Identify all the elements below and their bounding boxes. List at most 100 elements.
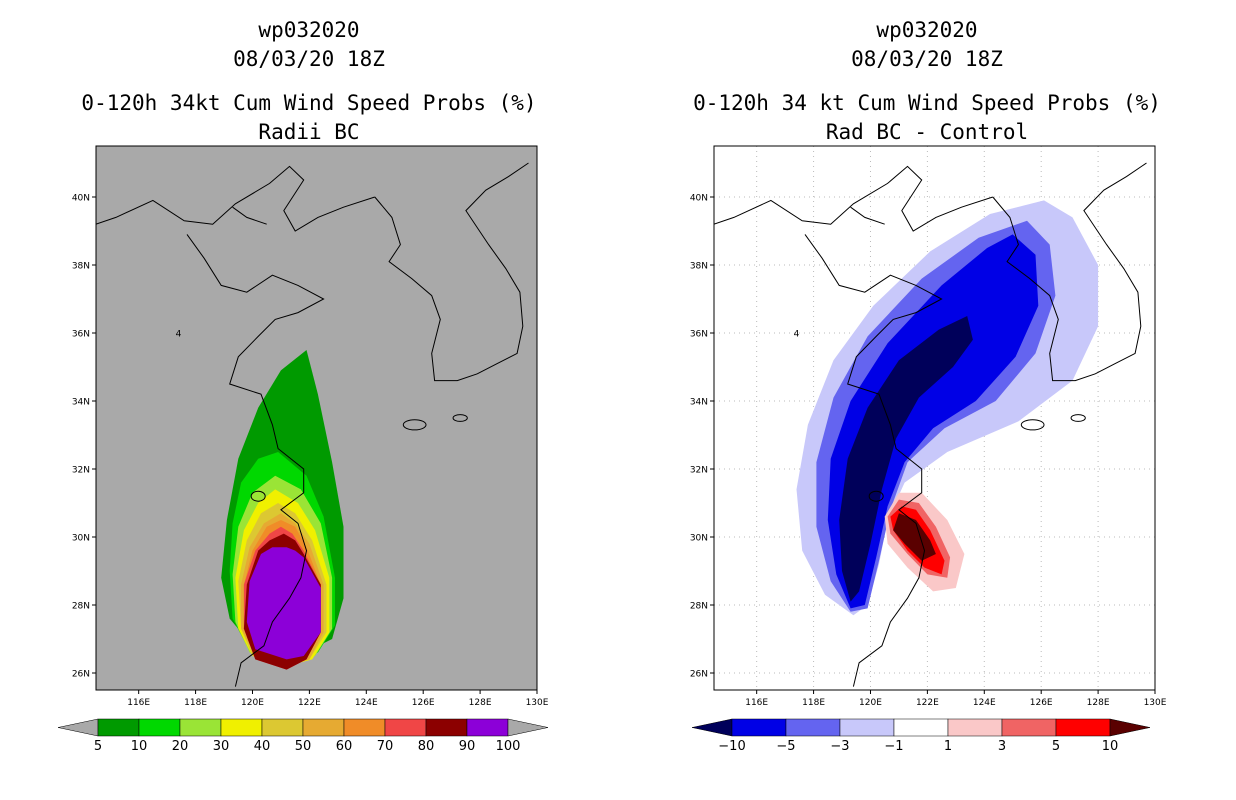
colorbar-swatch bbox=[466, 718, 509, 737]
island bbox=[452, 414, 468, 422]
colorbar-label: 30 bbox=[213, 739, 230, 754]
colorbar-extend-high bbox=[507, 718, 549, 737]
contour-level-neg5 bbox=[827, 234, 1039, 609]
lat-tick-label: 38N bbox=[690, 262, 708, 272]
lat-tick-label: 32N bbox=[690, 466, 708, 476]
colorbar-swatch bbox=[1055, 718, 1111, 737]
lat-tick-label: 36N bbox=[72, 330, 90, 340]
colorbar-swatch bbox=[97, 718, 140, 737]
lat-tick-label: 28N bbox=[72, 602, 90, 612]
coastline bbox=[232, 206, 267, 225]
colorbar-label: −10 bbox=[718, 739, 745, 754]
lat-tick-label: 34N bbox=[72, 398, 90, 408]
lon-tick-label: 116E bbox=[127, 698, 150, 708]
contour-level-90 bbox=[246, 547, 321, 660]
colorbar-label: −3 bbox=[830, 739, 849, 754]
right-panel: wp032020 08/03/20 18Z 0-120h 34 kt Cum W… bbox=[618, 0, 1236, 800]
lon-tick-label: 122E bbox=[916, 698, 939, 708]
coastline bbox=[992, 162, 1147, 382]
coastline bbox=[714, 165, 993, 232]
lon-tick-label: 116E bbox=[745, 698, 768, 708]
lat-tick-label: 36N bbox=[690, 330, 708, 340]
coastline bbox=[374, 162, 529, 382]
colorbar-label: −5 bbox=[776, 739, 795, 754]
lon-tick-label: 120E bbox=[241, 698, 264, 708]
colorbar-swatch bbox=[947, 718, 1003, 737]
colorbar-label: 70 bbox=[377, 739, 394, 754]
forecast-datetime: 08/03/20 18Z bbox=[233, 47, 385, 71]
colorbar-label: 100 bbox=[496, 739, 521, 754]
map-frame bbox=[713, 145, 1156, 691]
colorbar-swatch bbox=[839, 718, 895, 737]
island-label: 4 bbox=[176, 329, 182, 339]
map-frame bbox=[95, 145, 538, 691]
colorbar-label: 3 bbox=[998, 739, 1006, 754]
coastline bbox=[96, 165, 375, 232]
colorbar-swatch bbox=[1001, 718, 1057, 737]
colorbar-swatch bbox=[138, 718, 181, 737]
colorbar-label: 10 bbox=[1102, 739, 1119, 754]
colorbar-label: −1 bbox=[884, 739, 903, 754]
colorbar-extend-low bbox=[691, 718, 733, 737]
chart-title: 0-120h 34kt Cum Wind Speed Probs (%) bbox=[81, 91, 537, 115]
lat-tick-label: 26N bbox=[690, 670, 708, 680]
storm-id: wp032020 bbox=[258, 18, 360, 42]
colorbar-label: 80 bbox=[418, 739, 435, 754]
colorbar-extend-low bbox=[57, 718, 99, 737]
colorbar-label: 50 bbox=[295, 739, 312, 754]
lon-tick-label: 124E bbox=[355, 698, 378, 708]
chart-subtitle: Rad BC - Control bbox=[825, 120, 1029, 144]
island-label: 4 bbox=[794, 329, 800, 339]
left-panel: wp032020 08/03/20 18Z 0-120h 34kt Cum Wi… bbox=[57, 18, 549, 754]
storm-id: wp032020 bbox=[876, 18, 978, 42]
island bbox=[402, 419, 427, 431]
colorbar-label: 1 bbox=[944, 739, 952, 754]
colorbar-label: 20 bbox=[172, 739, 189, 754]
lon-tick-label: 122E bbox=[298, 698, 321, 708]
lat-tick-label: 26N bbox=[72, 670, 90, 680]
forecast-datetime: 08/03/20 18Z bbox=[851, 47, 1003, 71]
lon-tick-label: 128E bbox=[1087, 698, 1110, 708]
lon-tick-label: 130E bbox=[526, 698, 549, 708]
lat-tick-label: 28N bbox=[690, 602, 708, 612]
lon-tick-label: 128E bbox=[469, 698, 492, 708]
island bbox=[1070, 414, 1086, 422]
colorbar-swatch bbox=[179, 718, 222, 737]
contour-level-10 bbox=[893, 513, 936, 561]
colorbar-swatch bbox=[731, 718, 787, 737]
lat-tick-label: 32N bbox=[72, 466, 90, 476]
colorbar-swatch bbox=[425, 718, 468, 737]
probability-map: 4 40N 38N 36N 34N 32N 30N 28N 26N 116E 118E 120E 122… bbox=[57, 145, 549, 754]
lat-tick-label: 34N bbox=[690, 398, 708, 408]
lat-tick-label: 30N bbox=[72, 534, 90, 544]
coastline bbox=[186, 234, 325, 687]
lon-tick-label: 120E bbox=[859, 698, 882, 708]
chart-title: 0-120h 34 kt Cum Wind Speed Probs (%) bbox=[693, 91, 1161, 115]
lat-tick-label: 40N bbox=[72, 194, 90, 204]
colorbar-label: 90 bbox=[459, 739, 476, 754]
colorbar-extend-high bbox=[1109, 718, 1151, 737]
colorbar-swatch bbox=[220, 718, 263, 737]
lake bbox=[250, 490, 266, 502]
contour-level-neg10 bbox=[839, 316, 973, 602]
difference-map: 4 40N 38N 36N 34N 32N 30N 28N 26N 116E 118E 120E 122… bbox=[690, 145, 1167, 754]
coastline bbox=[850, 206, 885, 225]
island bbox=[1020, 419, 1045, 431]
colorbar-swatch bbox=[343, 718, 386, 737]
colorbar-swatch bbox=[384, 718, 427, 737]
lat-tick-label: 38N bbox=[72, 262, 90, 272]
lat-tick-label: 30N bbox=[690, 534, 708, 544]
colorbar-label: 5 bbox=[1052, 739, 1060, 754]
lon-tick-label: 130E bbox=[1144, 698, 1167, 708]
chart-subtitle: Radii BC bbox=[258, 120, 360, 144]
colorbar-swatch bbox=[302, 718, 345, 737]
lon-tick-label: 126E bbox=[1030, 698, 1053, 708]
colorbar-label: 10 bbox=[131, 739, 148, 754]
lat-tick-label: 40N bbox=[690, 194, 708, 204]
lon-tick-label: 118E bbox=[184, 698, 207, 708]
lon-tick-label: 124E bbox=[973, 698, 996, 708]
lake bbox=[868, 490, 884, 502]
colorbar-label: 5 bbox=[94, 739, 102, 754]
colorbar-label: 40 bbox=[254, 739, 271, 754]
colorbar-label: 60 bbox=[336, 739, 353, 754]
